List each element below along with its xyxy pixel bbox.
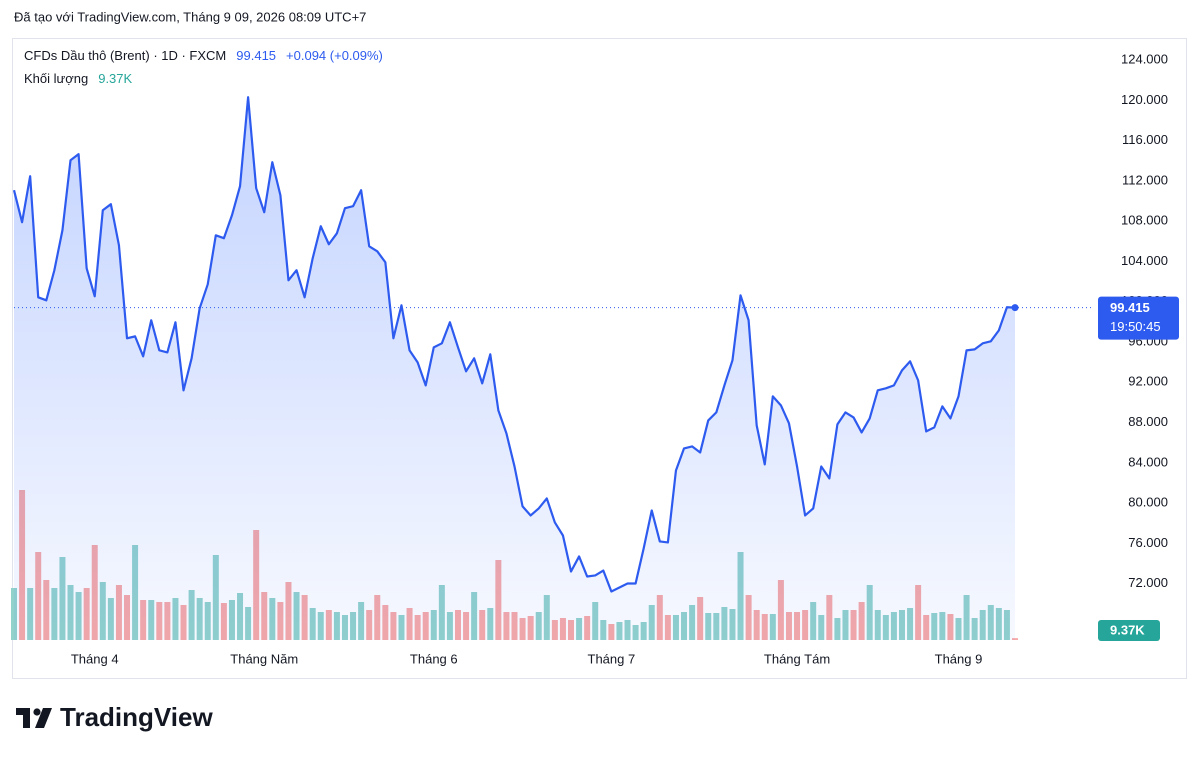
legend-volume: Khối lượng 9.37K: [24, 71, 133, 86]
logo-icon: [16, 708, 30, 728]
y-tick-label: 88.000: [1128, 414, 1168, 429]
y-tick-label: 84.000: [1128, 454, 1168, 469]
chart-frame: [12, 38, 1187, 679]
price-badge-value: 99.415: [1110, 300, 1150, 315]
brand-logo: TradingView: [16, 702, 213, 732]
y-tick-label: 92.000: [1128, 374, 1168, 389]
x-tick-label: Tháng 4: [71, 651, 119, 666]
y-tick-label: 120.000: [1121, 92, 1168, 107]
volume-name: Khối lượng: [24, 71, 88, 86]
y-tick-label: 72.000: [1128, 575, 1168, 590]
last-price: 99.415: [236, 48, 276, 63]
y-tick-label: 76.000: [1128, 535, 1168, 550]
x-tick-label: Tháng Năm: [230, 651, 298, 666]
x-tick-label: Tháng 9: [935, 651, 983, 666]
logo-icon: [33, 708, 41, 716]
series-name: CFDs Dầu thô (Brent) · 1D · FXCM: [24, 48, 226, 63]
last-point: [1011, 304, 1019, 312]
plot: 72.00076.00080.00084.00088.00092.00096.0…: [11, 52, 1179, 666]
y-tick-label: 116.000: [1122, 132, 1168, 147]
brand: TradingView: [60, 702, 213, 732]
y-tick-label: 108.000: [1121, 213, 1168, 228]
x-tick-label: Tháng Tám: [764, 651, 830, 666]
y-tick-label: 80.000: [1128, 495, 1168, 510]
volume-badge-value: 9.37K: [1110, 622, 1145, 637]
area-fill: [14, 97, 1015, 641]
logo-icon: [35, 708, 52, 728]
volume-badge: [1098, 620, 1160, 641]
price-line: [12, 96, 1016, 593]
last-volume: 9.37K: [98, 71, 132, 86]
price-change: +0.094 (+0.09%): [286, 48, 383, 63]
price-badge: [1098, 296, 1179, 340]
y-tick-label: 124.000: [1121, 52, 1168, 67]
legend-price: CFDs Dầu thô (Brent) · 1D · FXCM 99.415 +0…: [24, 48, 383, 63]
watermark: Đã tạo với TradingView.com, Tháng 9 09, …: [14, 9, 366, 24]
price-badge-time: 19:50:45: [1110, 319, 1161, 334]
y-tick-label: 104.000: [1121, 253, 1168, 268]
x-tick-label: Tháng 6: [410, 651, 458, 666]
y-tick-label: 112.000: [1122, 172, 1168, 187]
x-tick-label: Tháng 7: [588, 651, 636, 666]
